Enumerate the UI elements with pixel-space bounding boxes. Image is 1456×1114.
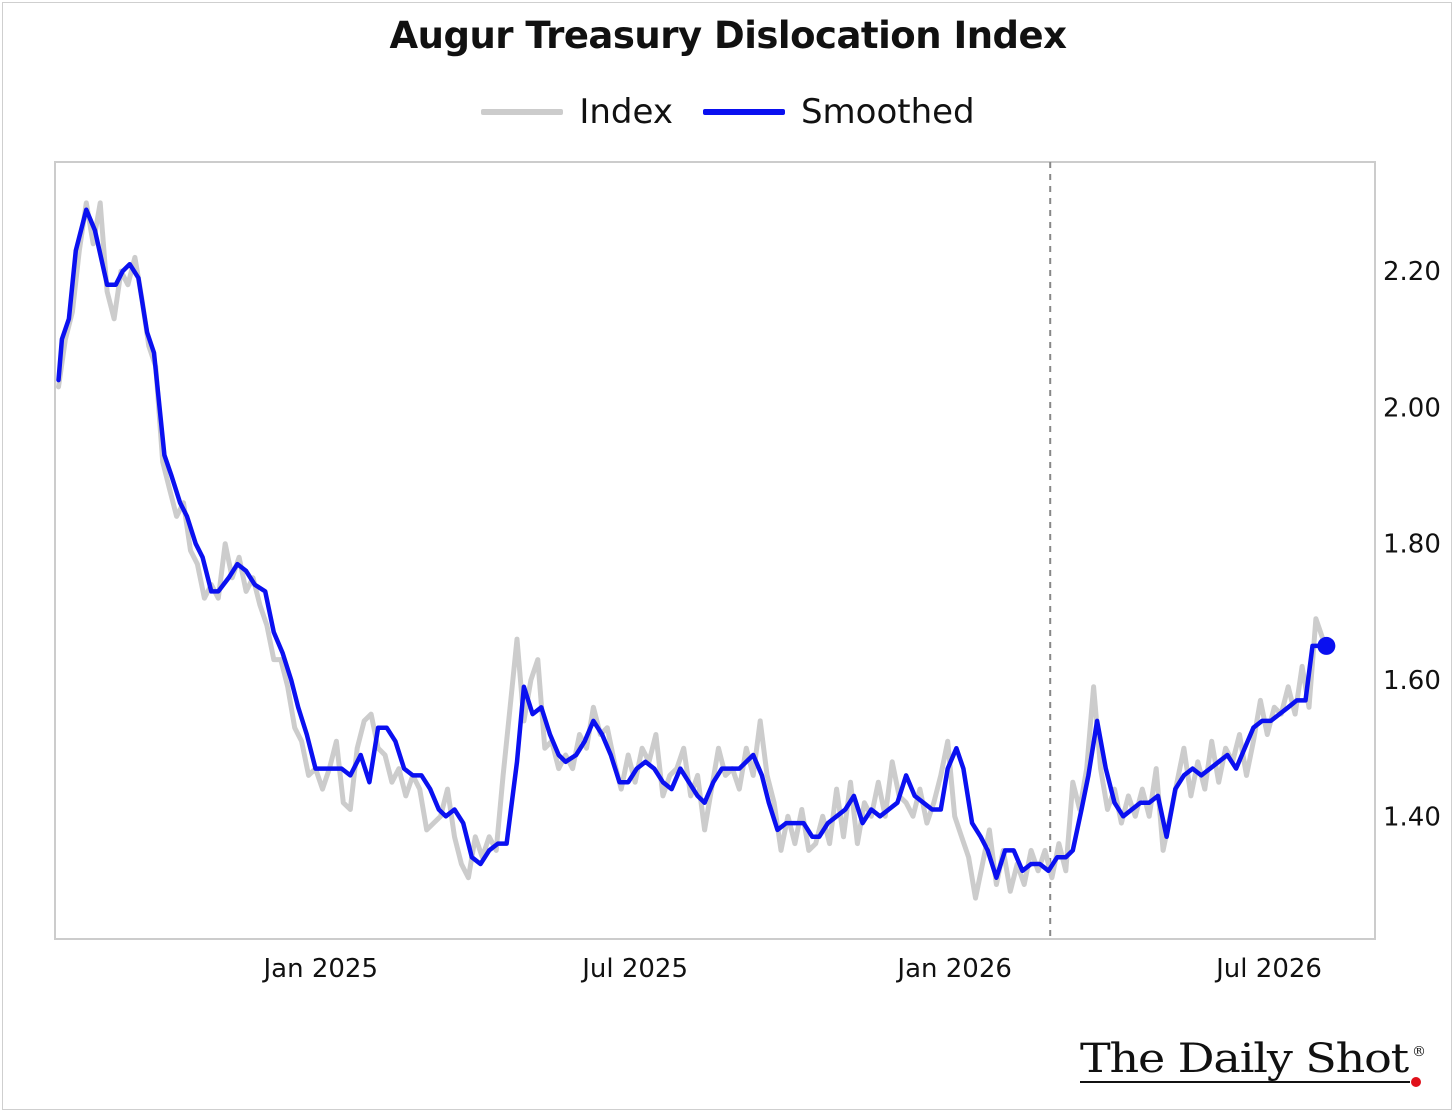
- logo-text: The Daily Shot: [1080, 1036, 1409, 1082]
- y-tick-label: 1.40: [1383, 802, 1441, 832]
- legend-label-index: Index: [579, 92, 673, 132]
- chart-legend: Index Smoothed: [0, 88, 1456, 136]
- legend-entry-index: Index: [481, 92, 673, 132]
- legend-swatch-index: [481, 109, 564, 115]
- x-tick-label: Jul 2026: [1214, 954, 1322, 984]
- y-tick-label: 1.60: [1383, 666, 1441, 696]
- plot-area-border: [54, 161, 1376, 940]
- y-tick-label: 2.00: [1383, 393, 1441, 423]
- last-point-marker: [1317, 636, 1336, 655]
- x-tick-label: Jan 2025: [261, 954, 378, 984]
- legend-label-smoothed: Smoothed: [800, 92, 975, 132]
- series-line-smoothed: [56, 207, 1329, 880]
- logo-registered-mark: ®: [1412, 1044, 1426, 1060]
- chart-plot: 1.40 1.60 1.80 2.00 2.20 Jan 2025 Jul 2025 Jan…: [54, 161, 1441, 984]
- legend-swatch-smoothed: [702, 109, 785, 115]
- logo-red-dot: [1411, 1077, 1421, 1087]
- legend-entry-smoothed: Smoothed: [702, 92, 975, 132]
- chart-title: Augur Treasury Dislocation Index: [389, 14, 1067, 57]
- the-daily-shot-logo: The Daily Shot ®: [1080, 1030, 1440, 1090]
- logo-graphic: The Daily Shot ®: [1080, 1036, 1426, 1087]
- y-tick-label: 2.20: [1383, 257, 1441, 287]
- y-tick-label: 1.80: [1383, 530, 1441, 560]
- x-tick-label: Jul 2025: [580, 954, 688, 984]
- x-tick-label: Jan 2026: [895, 954, 1012, 984]
